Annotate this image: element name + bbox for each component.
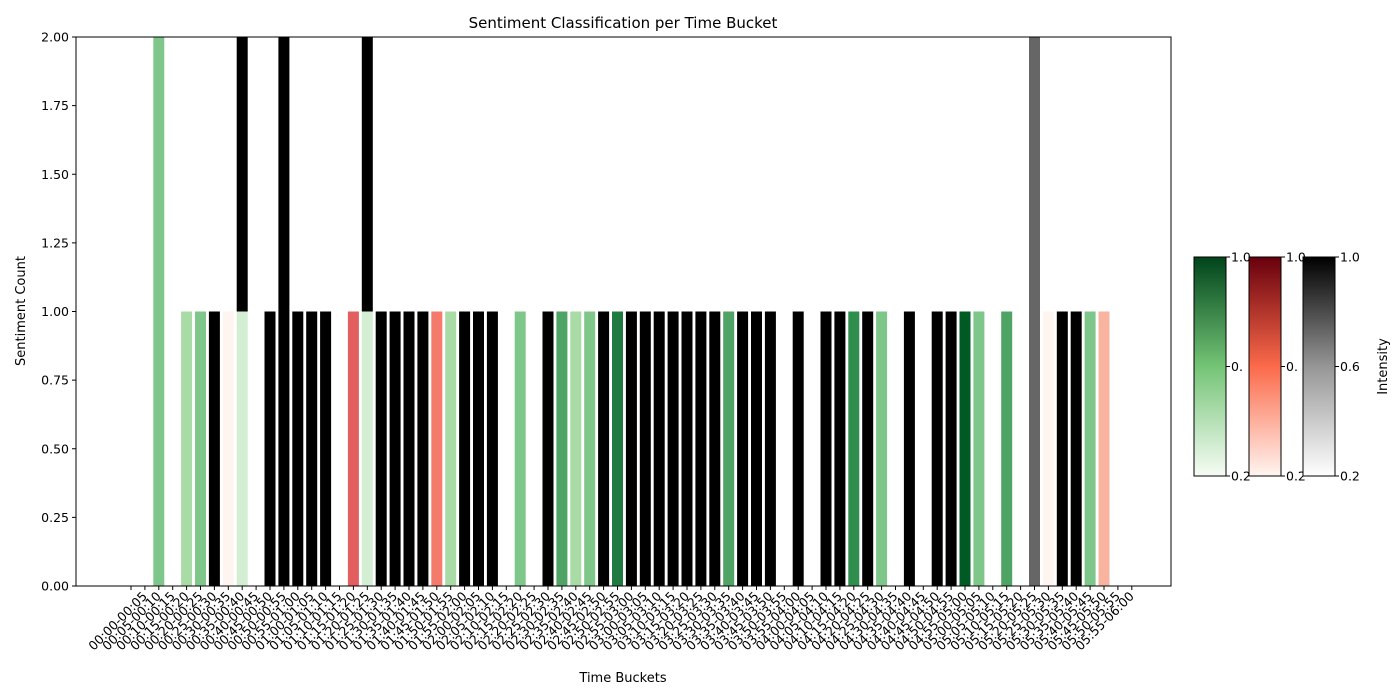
bar-28-segment-0 — [514, 311, 526, 586]
bar-5-segment-0 — [195, 311, 206, 586]
bar-69-segment-0 — [1084, 311, 1096, 586]
bar-17-segment-1 — [361, 37, 373, 312]
x-axis: 00:00-00:0500:05-00:1000:10-00:1500:15-0… — [85, 586, 1137, 653]
y-tick-label: 2.00 — [41, 30, 69, 45]
bar-16-segment-0 — [347, 311, 359, 586]
bar-67-segment-0 — [1056, 311, 1068, 586]
bar-32-segment-0 — [570, 311, 582, 586]
colorbar-tick-label: 1.0 — [1286, 250, 1306, 265]
bar-17-segment-0 — [361, 311, 373, 586]
bar-39-segment-0 — [667, 311, 679, 586]
colorbar-tick-label: 1.0 — [1340, 250, 1360, 265]
bar-48-segment-0 — [792, 311, 804, 586]
colorbars: 1.0 0. 0.2 1.0 0. 0.2 1.0 0.6 0.2 Intensity — [1193, 250, 1391, 484]
colorbar-tick-label: 1.0 — [1231, 250, 1251, 265]
colorbar-tick-label: 0. — [1286, 359, 1298, 374]
y-tick-label: 1.50 — [41, 167, 69, 182]
y-axis-label: Sentiment Count — [14, 256, 29, 366]
x-axis-label: Time Buckets — [578, 671, 666, 686]
colorbar-reds — [1248, 256, 1282, 477]
bar-50-segment-0 — [820, 311, 832, 586]
bar-51-segment-0 — [834, 311, 846, 586]
bar-42-segment-0 — [709, 311, 721, 586]
bar-35-segment-0 — [612, 311, 623, 586]
bar-68-segment-0 — [1070, 311, 1082, 586]
bar-56-segment-0 — [903, 311, 915, 586]
bar-63-segment-0 — [1001, 311, 1013, 586]
colorbar-tick-label: 0.2 — [1340, 469, 1360, 484]
bar-7-segment-0 — [222, 311, 234, 586]
bar-11-segment-0 — [278, 37, 290, 586]
bar-44-segment-0 — [737, 311, 749, 586]
bar-18-segment-0 — [375, 311, 387, 586]
bar-40-segment-0 — [681, 311, 693, 586]
bar-8-segment-1 — [236, 37, 248, 312]
bar-36-segment-0 — [625, 311, 637, 586]
bar-22-segment-0 — [431, 311, 443, 586]
bar-52-segment-0 — [848, 311, 860, 586]
y-tick-label: 1.25 — [41, 235, 69, 250]
bar-65-segment-0 — [1029, 37, 1040, 586]
bar-34-segment-0 — [598, 311, 610, 586]
bar-2-segment-0 — [153, 37, 165, 586]
bar-19-segment-0 — [389, 311, 401, 586]
colorbar-tick-label: 0.2 — [1231, 469, 1251, 484]
bar-60-segment-0 — [959, 311, 971, 586]
bar-41-segment-0 — [695, 311, 707, 586]
bar-26-segment-0 — [486, 311, 498, 586]
bar-24-segment-0 — [459, 311, 471, 586]
colorbar-tick-label: 0.6 — [1340, 359, 1360, 374]
bar-23-segment-0 — [445, 311, 457, 586]
bar-14-segment-0 — [320, 311, 332, 586]
y-tick-label: 0.25 — [41, 510, 69, 525]
bar-21-segment-0 — [417, 311, 429, 586]
y-axis: 0.00 0.25 0.50 0.75 1.00 1.25 1.50 1.75 2.00 — [41, 30, 76, 594]
bar-10-segment-0 — [264, 311, 276, 586]
colorbar-tick-label: 0. — [1231, 359, 1243, 374]
bar-12-segment-0 — [292, 311, 304, 586]
bar-38-segment-0 — [653, 311, 665, 586]
y-tick-label: 1.75 — [41, 98, 69, 113]
colorbar-greys — [1302, 256, 1336, 477]
bar-53-segment-0 — [862, 311, 874, 586]
bar-70-segment-0 — [1098, 311, 1110, 586]
y-tick-label: 0.50 — [41, 441, 69, 456]
bar-37-segment-0 — [639, 311, 651, 586]
bar-4-segment-0 — [181, 311, 193, 586]
bar-54-segment-0 — [876, 311, 888, 586]
y-tick-label: 0.75 — [41, 373, 69, 388]
bar-25-segment-0 — [473, 311, 484, 586]
colorbar-label: Intensity — [1376, 338, 1391, 395]
bar-61-segment-0 — [973, 311, 985, 586]
bar-46-segment-0 — [764, 311, 776, 586]
bar-58-segment-0 — [931, 311, 943, 586]
bar-31-segment-0 — [556, 311, 568, 586]
bar-30-segment-0 — [542, 311, 554, 586]
y-tick-label: 1.00 — [41, 304, 69, 319]
chart-title: Sentiment Classification per Time Bucket — [469, 14, 778, 32]
bar-43-segment-0 — [723, 311, 735, 586]
bar-33-segment-0 — [584, 311, 596, 586]
bar-8-segment-0 — [236, 311, 248, 586]
bar-66-segment-0 — [1042, 311, 1054, 586]
colorbar-greens — [1193, 256, 1227, 477]
colorbar-tick-label: 0.2 — [1286, 469, 1306, 484]
bar-6-segment-0 — [208, 311, 220, 586]
bars-layer — [153, 37, 1110, 586]
bar-20-segment-0 — [403, 311, 415, 586]
y-tick-label: 0.00 — [41, 579, 69, 594]
bar-13-segment-0 — [306, 311, 318, 586]
bar-45-segment-0 — [751, 311, 762, 586]
bar-59-segment-0 — [945, 311, 957, 586]
